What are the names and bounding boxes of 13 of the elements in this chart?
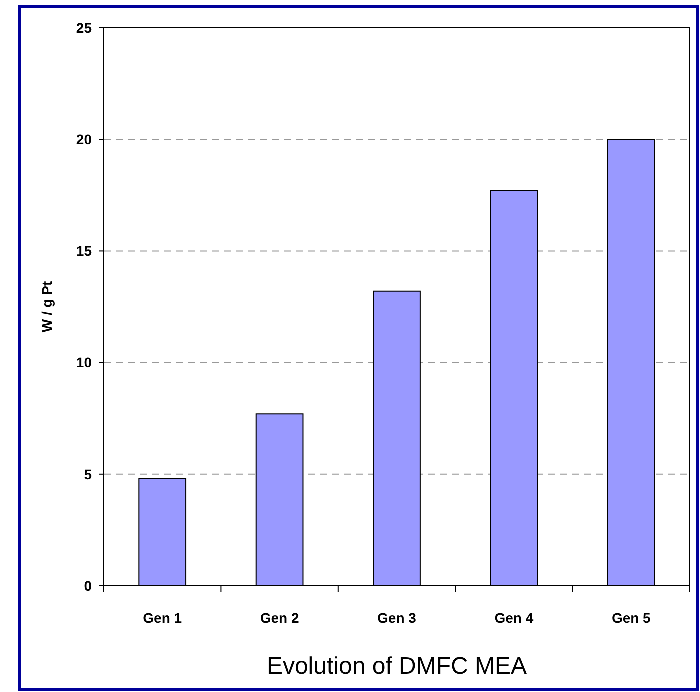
y-tick-label: 20 — [76, 132, 92, 148]
x-tick-label: Gen 5 — [612, 610, 652, 626]
x-tick-label: Gen 4 — [494, 610, 534, 626]
y-tick-label: 0 — [84, 578, 92, 594]
x-tick-label: Gen 3 — [378, 610, 417, 626]
text: Evolution of DMFC MEA — [266, 653, 528, 680]
y-tick-label: 15 — [76, 243, 92, 260]
y-tick-label: 10 — [76, 354, 92, 371]
y-tick-label: 5 — [84, 466, 92, 482]
y-tick-label: 25 — [76, 20, 92, 36]
x-tick-label: Gen 2 — [260, 610, 300, 626]
y-axis-title: W / g Pt — [39, 281, 55, 333]
x-tick-label: Gen 1 — [143, 610, 182, 626]
